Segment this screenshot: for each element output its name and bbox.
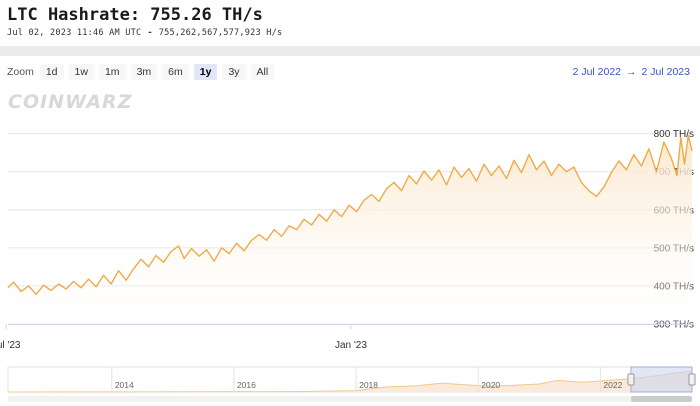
hashrate-chart: COINWARZ300 TH/s400 TH/s500 TH/s600 TH/s… xyxy=(0,91,696,402)
zoom-1w-button[interactable]: 1w xyxy=(68,64,94,80)
navigator-year-label: 2014 xyxy=(115,380,134,390)
zoom-label: Zoom xyxy=(7,66,34,78)
hashrate-area xyxy=(8,135,692,324)
navigator-year-label: 2022 xyxy=(603,380,622,390)
navigator-selection xyxy=(630,366,693,393)
zoom-3y-button[interactable]: 3y xyxy=(222,64,246,80)
y-tick-label: 800 TH/s xyxy=(654,129,694,140)
timestamp: Jul 02, 2023 11:46 AM UTC xyxy=(7,28,142,38)
chart-card: COINWARZ300 TH/s400 TH/s500 TH/s600 TH/s… xyxy=(0,56,700,406)
separator: - xyxy=(147,28,153,38)
zoom-1d-button[interactable]: 1d xyxy=(39,64,64,80)
date-range: 2 Jul 2022 → 2 Jul 2023 xyxy=(573,66,690,78)
zoom-all-button[interactable]: All xyxy=(250,64,275,80)
scrollbar-track xyxy=(8,396,692,402)
range-arrow-icon: → xyxy=(626,66,637,78)
navigator-area xyxy=(8,371,692,392)
zoom-1m-button[interactable]: 1m xyxy=(98,64,126,80)
scrollbar-thumb[interactable] xyxy=(630,396,692,402)
zoom-1y-button[interactable]: 1y xyxy=(193,64,218,80)
navigator-year-label: 2020 xyxy=(481,380,500,390)
navigator-year-label: 2016 xyxy=(237,380,256,390)
navigator-year-label: 2018 xyxy=(359,380,378,390)
zoom-bar: Zoom 1d 1w 1m 3m 6m 1y 3y All xyxy=(7,64,279,80)
hashrate-line xyxy=(7,134,693,295)
range-to-input[interactable]: 2 Jul 2023 xyxy=(641,66,690,78)
navigator-handle[interactable] xyxy=(627,373,635,386)
page-title: LTC Hashrate: 755.26 TH/s xyxy=(7,5,263,25)
x-tick-label: Jul '23 xyxy=(0,340,21,351)
x-tick-label: Jan '23 xyxy=(335,340,367,351)
navigator-handle[interactable] xyxy=(688,373,696,386)
hashrate-raw: 755,262,567,577,923 H/s xyxy=(158,28,283,38)
coinwarz-watermark: COINWARZ xyxy=(8,91,133,113)
range-from-input[interactable]: 2 Jul 2022 xyxy=(572,66,622,78)
header: LTC Hashrate: 755.26 TH/s Jul 02, 2023 1… xyxy=(0,0,700,46)
hashrate-subtitle: Jul 02, 2023 11:46 AM UTC -755,262,567,57… xyxy=(7,28,282,38)
zoom-6m-button[interactable]: 6m xyxy=(162,64,189,80)
zoom-3m-button[interactable]: 3m xyxy=(130,64,158,80)
